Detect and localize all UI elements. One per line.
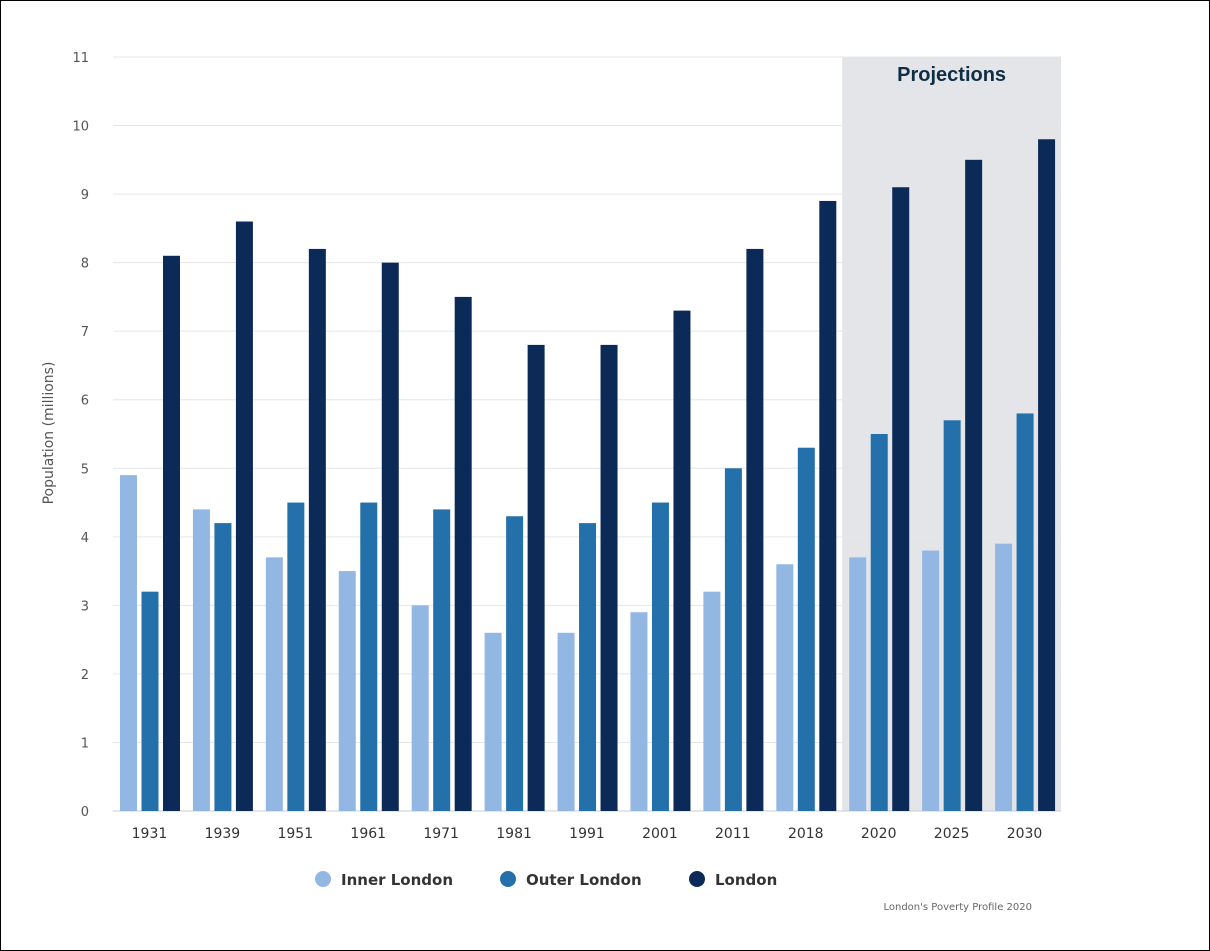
bar-inner-london — [411, 605, 429, 811]
bar-outer-london — [506, 516, 524, 811]
y-tick-label: 9 — [81, 188, 89, 203]
y-axis-label: Population (millions) — [41, 362, 57, 505]
bar-london — [965, 159, 983, 811]
bar-inner-london — [922, 550, 940, 811]
bar-london — [673, 310, 691, 811]
bar-london — [1038, 139, 1056, 812]
y-tick-label: 10 — [72, 120, 89, 135]
x-tick-label: 1991 — [569, 826, 605, 842]
y-axis-ticks: 0 1 2 3 4 5 6 7 8 9 10 11 — [72, 51, 89, 820]
bar-inner-london — [557, 632, 575, 811]
x-tick-label: 2001 — [642, 826, 678, 842]
legend: Inner London Outer London London — [315, 871, 777, 889]
y-tick-label: 4 — [81, 531, 89, 546]
bar-outer-london — [579, 523, 597, 811]
bar-london — [892, 187, 910, 812]
x-tick-label: 2025 — [934, 826, 970, 842]
bar-london — [381, 262, 399, 811]
bar-outer-london — [943, 420, 961, 811]
bar-inner-london — [338, 571, 356, 811]
bar-london — [600, 344, 618, 811]
x-tick-label: 1971 — [423, 826, 459, 842]
projection-band-label: Projections — [897, 64, 1006, 86]
x-tick-label: 1931 — [132, 826, 168, 842]
bar-inner-london — [703, 591, 721, 811]
bar-outer-london — [287, 502, 305, 811]
legend-label-inner-london: Inner London — [341, 871, 453, 889]
bar-inner-london — [484, 632, 502, 811]
legend-label-london: London — [715, 871, 777, 889]
x-tick-label: 1939 — [205, 826, 241, 842]
bar-london — [235, 221, 253, 811]
bar-outer-london — [797, 447, 815, 811]
y-tick-label: 7 — [81, 325, 89, 340]
x-tick-label: 2030 — [1007, 826, 1043, 842]
bar-inner-london — [995, 543, 1013, 811]
bar-outer-london — [214, 523, 232, 811]
x-tick-label: 1981 — [496, 826, 532, 842]
x-tick-label: 2020 — [861, 826, 897, 842]
y-tick-label: 0 — [81, 805, 89, 820]
bar-london — [819, 200, 837, 812]
y-tick-label: 2 — [81, 668, 89, 683]
y-tick-label: 3 — [81, 599, 89, 614]
x-axis-ticks: 1931 1939 1951 1961 1971 1981 1991 2001 2011 2018… — [132, 826, 1043, 842]
bar-london — [527, 344, 545, 811]
bar-outer-london — [870, 434, 888, 811]
y-tick-label: 1 — [81, 736, 89, 751]
bar-outer-london — [141, 591, 159, 811]
bar-outer-london — [360, 502, 378, 811]
x-tick-label: 1961 — [350, 826, 386, 842]
bar-inner-london — [630, 612, 648, 811]
legend-label-outer-london: Outer London — [526, 871, 642, 889]
bar-london — [308, 248, 326, 812]
legend-marker-inner-london — [315, 871, 331, 887]
x-tick-label: 2018 — [788, 826, 824, 842]
bar-london — [746, 248, 764, 812]
y-tick-label: 11 — [72, 51, 89, 66]
bar-outer-london — [724, 468, 742, 811]
legend-marker-london — [689, 871, 705, 887]
bar-inner-london — [120, 475, 137, 811]
bar-london — [163, 255, 180, 812]
bar-inner-london — [849, 557, 867, 811]
bars — [120, 139, 1056, 812]
bar-london — [454, 296, 472, 812]
bar-inner-london — [776, 564, 794, 811]
bar-outer-london — [1016, 413, 1034, 811]
x-tick-label: 1951 — [277, 826, 313, 842]
bar-inner-london — [192, 509, 210, 811]
source-credit: London's Poverty Profile 2020 — [883, 902, 1032, 913]
bar-inner-london — [265, 557, 283, 811]
legend-marker-outer-london — [500, 871, 516, 887]
bar-outer-london — [651, 502, 669, 811]
y-tick-label: 5 — [81, 462, 89, 477]
y-tick-label: 8 — [81, 257, 89, 272]
x-tick-label: 2011 — [715, 826, 751, 842]
y-tick-label: 6 — [81, 394, 89, 409]
bar-outer-london — [433, 509, 451, 811]
